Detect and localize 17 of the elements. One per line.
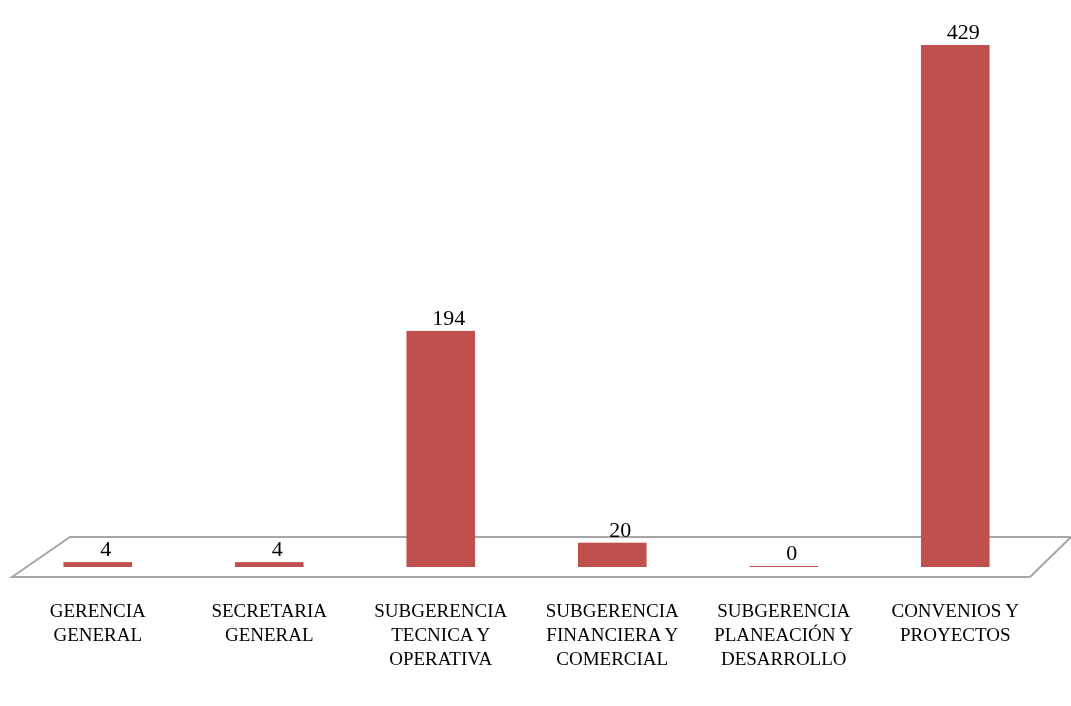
data-label: 20 xyxy=(609,516,632,542)
x-tick-label: SUBGERENCIA TECNICA Y OPERATIVA xyxy=(374,600,508,669)
data-label: 194 xyxy=(432,304,466,330)
data-label: 4 xyxy=(100,536,112,562)
data-label: 4 xyxy=(271,536,283,562)
bar xyxy=(577,542,647,567)
x-tick-label: SUBGERENCIA FINANCIERA Y COMERCIAL xyxy=(545,600,680,669)
data-label: 429 xyxy=(946,19,980,44)
x-tick-label: SUBGERENCIA PLANEACIÓN Y DESARROLLO xyxy=(714,600,854,669)
x-tick-label: GERENCIA GENERAL xyxy=(49,600,147,645)
bar xyxy=(406,330,476,567)
bar xyxy=(920,45,990,567)
x-tick-label: SECRETARIA GENERAL xyxy=(211,600,328,645)
bar xyxy=(63,562,133,567)
x-tick-label: CONVENIOS Y PROYECTOS xyxy=(891,600,1020,645)
data-label: 0 xyxy=(786,540,798,565)
bar xyxy=(234,562,304,567)
